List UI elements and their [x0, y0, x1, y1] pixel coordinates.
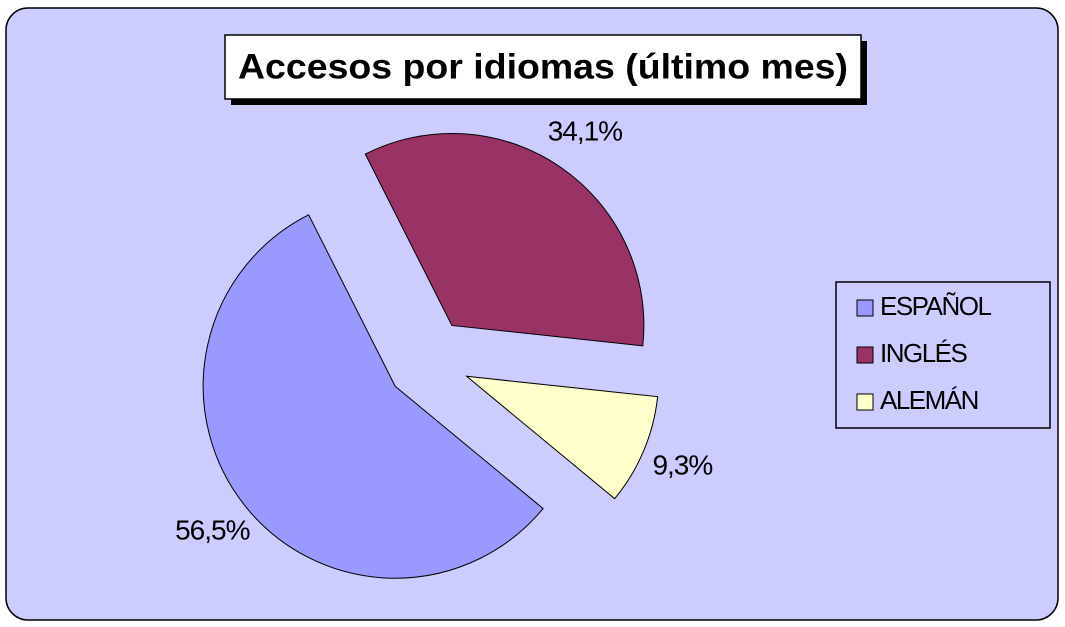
- legend-swatch: [856, 346, 874, 364]
- pie-slice: [202, 214, 544, 579]
- data-label: 56,5%: [175, 515, 249, 546]
- legend-swatch: [856, 299, 874, 317]
- legend-label: INGLÉS: [880, 338, 968, 368]
- legend-label: ESPAÑOL: [880, 291, 991, 321]
- legend-label: ALEMÁN: [880, 385, 978, 415]
- title-box: [224, 34, 862, 100]
- pie-slice: [465, 375, 659, 500]
- data-label: 9,3%: [652, 450, 712, 481]
- chart-title: Accesos por idiomas (último mes): [238, 47, 848, 86]
- legend-swatch: [856, 393, 874, 411]
- data-label: 34,1%: [548, 115, 622, 146]
- pie-slice: [364, 132, 645, 347]
